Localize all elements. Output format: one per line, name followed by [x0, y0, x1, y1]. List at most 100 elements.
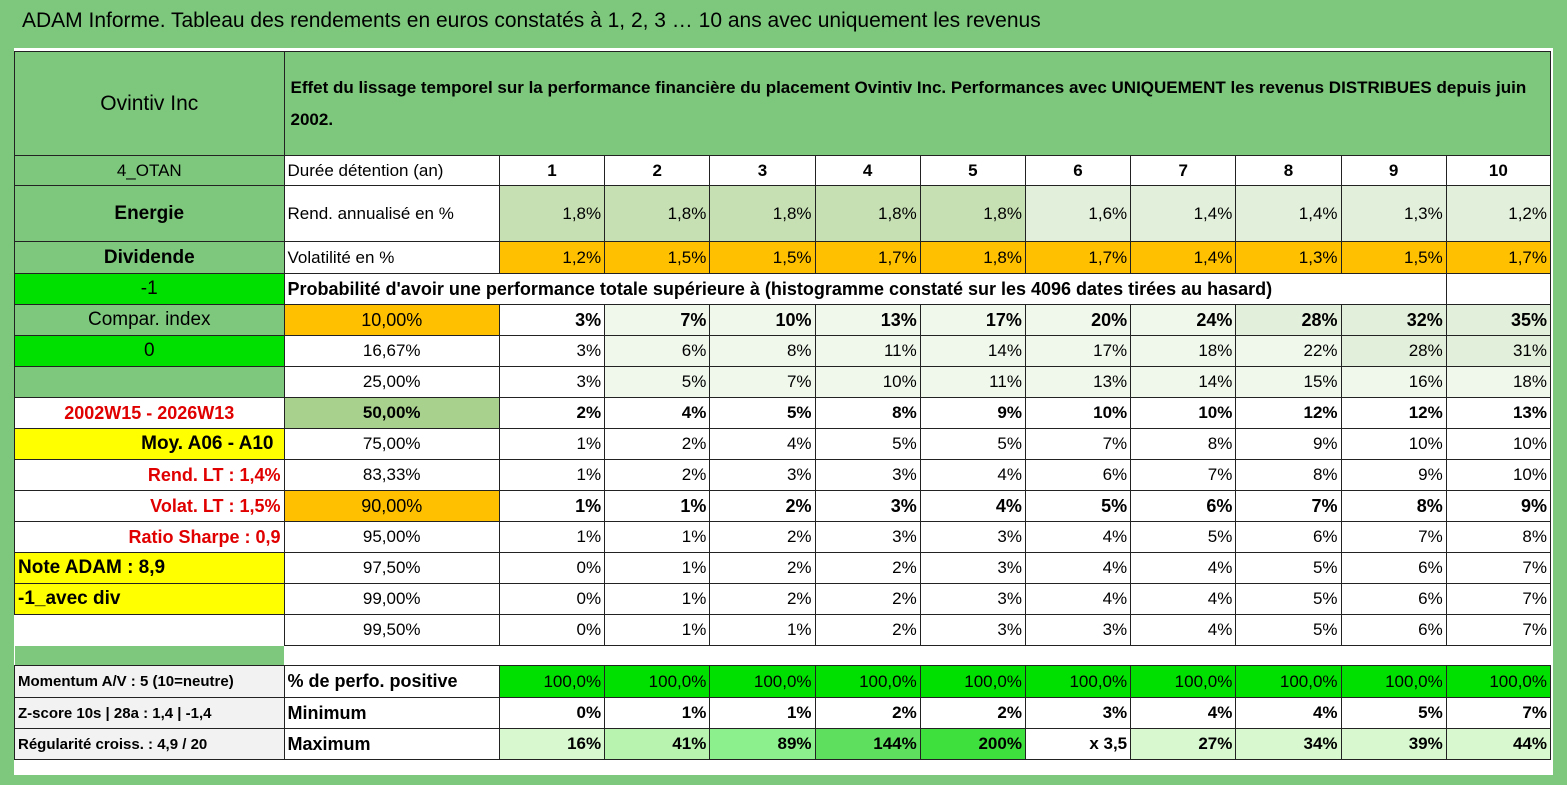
type-label: Dividende [14, 241, 285, 274]
percentile-cell: 8% [1130, 428, 1237, 460]
percentile-label: 75,00% [283, 428, 500, 460]
momentum-label: Momentum A/V : 5 (10=neutre) [14, 665, 285, 698]
positive-cell: 100,0% [1340, 665, 1447, 698]
volatility-cell: 1,5% [604, 241, 711, 274]
volatility-cell: 1,3% [1235, 241, 1342, 274]
sector-label: Energie [14, 185, 285, 242]
percentile-cell: 7% [1340, 521, 1447, 553]
maximum-label: Maximum [283, 728, 500, 760]
percentile-cell: 3% [919, 583, 1026, 615]
table-row: -1_avec div 99,00% 0% 1% 2% 2% 3% 4% 4% … [14, 583, 1552, 615]
table-row-return: Energie Rend. annualisé en % 1,8% 1,8% 1… [14, 185, 1552, 242]
return-cell: 1,4% [1235, 185, 1342, 242]
positive-cell: 100,0% [1235, 665, 1342, 698]
percentile-cell: 1% [498, 490, 606, 522]
table-row-maximum: Régularité croiss. : 4,9 / 20 Maximum 16… [14, 728, 1552, 760]
minimum-cell: 4% [1130, 697, 1237, 729]
zero-cell: 0 [14, 335, 285, 367]
percentile-cell: 12% [1340, 397, 1447, 429]
percentile-cell: 4% [1024, 583, 1132, 615]
table-row: Volat. LT : 1,5% 90,00% 1% 1% 2% 3% 4% 5… [14, 490, 1552, 522]
percentile-cell: 8% [1445, 521, 1552, 553]
asset-code: 4_OTAN [14, 155, 285, 186]
percentile-cell: 13% [1445, 397, 1552, 429]
table-row: Note ADAM : 8,9 97,50% 0% 1% 2% 2% 3% 4%… [14, 552, 1552, 584]
percentile-cell: 10% [1130, 397, 1237, 429]
percentile-cell: 9% [919, 397, 1026, 429]
percentile-cell: 14% [919, 335, 1026, 367]
percentile-cell: 7% [604, 304, 711, 336]
percentile-cell: 24% [1130, 304, 1237, 336]
percentile-cell: 1% [604, 583, 711, 615]
sharpe-label: Ratio Sharpe : 0,9 [14, 521, 285, 553]
percentile-cell: 7% [1445, 552, 1552, 584]
percentile-label: 99,00% [283, 583, 500, 615]
percentile-cell: 7% [1445, 583, 1552, 615]
positive-cell: 100,0% [1130, 665, 1237, 698]
percentile-cell: 3% [814, 459, 921, 491]
table-row: Ratio Sharpe : 0,9 95,00% 1% 1% 2% 3% 3%… [14, 521, 1552, 553]
percentile-cell: 10% [1445, 428, 1552, 460]
percentile-cell: 5% [604, 366, 711, 398]
percentile-cell: 1% [498, 459, 606, 491]
percentile-cell: 8% [1235, 459, 1342, 491]
percentile-cell: 35% [1445, 304, 1552, 336]
percentile-cell: 18% [1445, 366, 1552, 398]
percentile-cell: 5% [709, 397, 816, 429]
percentile-label: 50,00% [283, 397, 500, 429]
percentile-cell: 0% [498, 614, 606, 646]
table-row: 99,50% 0% 1% 1% 2% 3% 3% 4% 5% 6% 7% [14, 614, 1552, 646]
percentile-cell: 2% [604, 459, 711, 491]
percentile-label: 95,00% [283, 521, 500, 553]
percentile-cell: 9% [1445, 490, 1552, 522]
percentile-cell: 3% [919, 521, 1026, 553]
percentile-cell: 28% [1340, 335, 1447, 367]
percentile-cell: 1% [604, 614, 711, 646]
duration-label: Durée détention (an) [283, 155, 500, 186]
percentile-cell: 2% [814, 614, 921, 646]
return-cell: 1,8% [814, 185, 921, 242]
rend-lt-label: Rend. LT : 1,4% [14, 459, 285, 491]
return-label: Rend. annualisé en % [283, 185, 500, 242]
percentile-cell: 7% [1024, 428, 1132, 460]
volatility-cell: 1,7% [1445, 241, 1552, 274]
percentile-cell: 6% [1024, 459, 1132, 491]
percentile-cell: 13% [814, 304, 921, 336]
percentile-cell: 15% [1235, 366, 1342, 398]
table-row-positive: Momentum A/V : 5 (10=neutre) % de perfo.… [14, 665, 1552, 698]
percentile-cell: 10% [1340, 428, 1447, 460]
percentile-cell: 3% [498, 335, 606, 367]
percentile-cell: 5% [919, 428, 1026, 460]
minimum-cell: 7% [1445, 697, 1552, 729]
table-row-duration: 4_OTAN Durée détention (an) 1 2 3 4 5 6 … [14, 155, 1552, 186]
table-row: 0 16,67% 3% 6% 8% 11% 14% 17% 18% 22% 28… [14, 335, 1552, 367]
compar-index-label: Compar. index [14, 304, 285, 336]
percentile-cell: 3% [814, 521, 921, 553]
return-cell: 1,4% [1130, 185, 1237, 242]
percentile-cell: 10% [1024, 397, 1132, 429]
return-cell: 1,8% [604, 185, 711, 242]
percentile-cell: 6% [604, 335, 711, 367]
return-cell: 1,8% [919, 185, 1026, 242]
volatility-cell: 1,7% [1024, 241, 1132, 274]
percentile-cell: 4% [1024, 552, 1132, 584]
minimum-cell: 1% [604, 697, 711, 729]
percentile-cell: 6% [1130, 490, 1237, 522]
return-cell: 1,8% [709, 185, 816, 242]
percentile-cell: 5% [1235, 583, 1342, 615]
table-description: Effet du lissage temporel sur la perform… [283, 51, 1552, 156]
positive-label: % de perfo. positive [283, 665, 500, 698]
volatility-cell: 1,5% [1340, 241, 1447, 274]
percentile-label: 90,00% [283, 490, 500, 522]
percentile-cell: 9% [1235, 428, 1342, 460]
year-cell: 4 [814, 155, 921, 186]
zscore-label: Z-score 10s | 28a : 1,4 | -1,4 [14, 697, 285, 729]
percentile-cell: 4% [604, 397, 711, 429]
percentile-cell: 16% [1340, 366, 1447, 398]
percentile-label: 16,67% [283, 335, 500, 367]
minimum-cell: 2% [814, 697, 921, 729]
minimum-cell: 2% [919, 697, 1026, 729]
maximum-cell: 200% [919, 728, 1026, 760]
percentile-cell: 3% [498, 304, 606, 336]
percentile-cell: 17% [919, 304, 1026, 336]
